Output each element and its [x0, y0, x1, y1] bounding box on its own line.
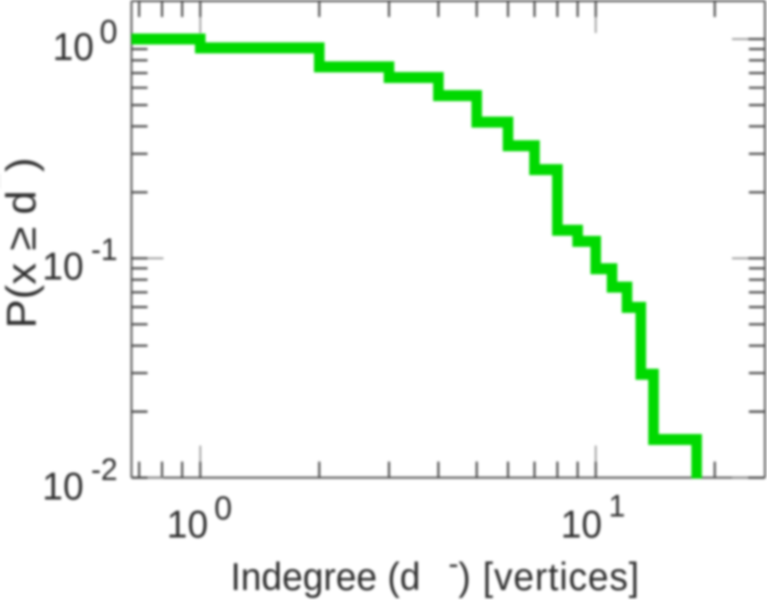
svg-text:) [vertices]: ) [vertices] — [458, 556, 640, 599]
svg-text:10: 10 — [42, 466, 83, 509]
svg-text:Indegree (d: Indegree (d — [230, 556, 420, 599]
svg-text:10: 10 — [42, 246, 83, 289]
svg-text:0: 0 — [214, 490, 232, 528]
svg-text:-1: -1 — [91, 233, 118, 268]
svg-text:10: 10 — [561, 504, 602, 547]
svg-text:-: - — [449, 546, 459, 581]
svg-text:0: 0 — [99, 13, 117, 51]
svg-text:10: 10 — [167, 504, 208, 547]
svg-text:10: 10 — [53, 26, 94, 69]
svg-text:-2: -2 — [91, 453, 118, 488]
svg-text:1: 1 — [609, 489, 626, 524]
